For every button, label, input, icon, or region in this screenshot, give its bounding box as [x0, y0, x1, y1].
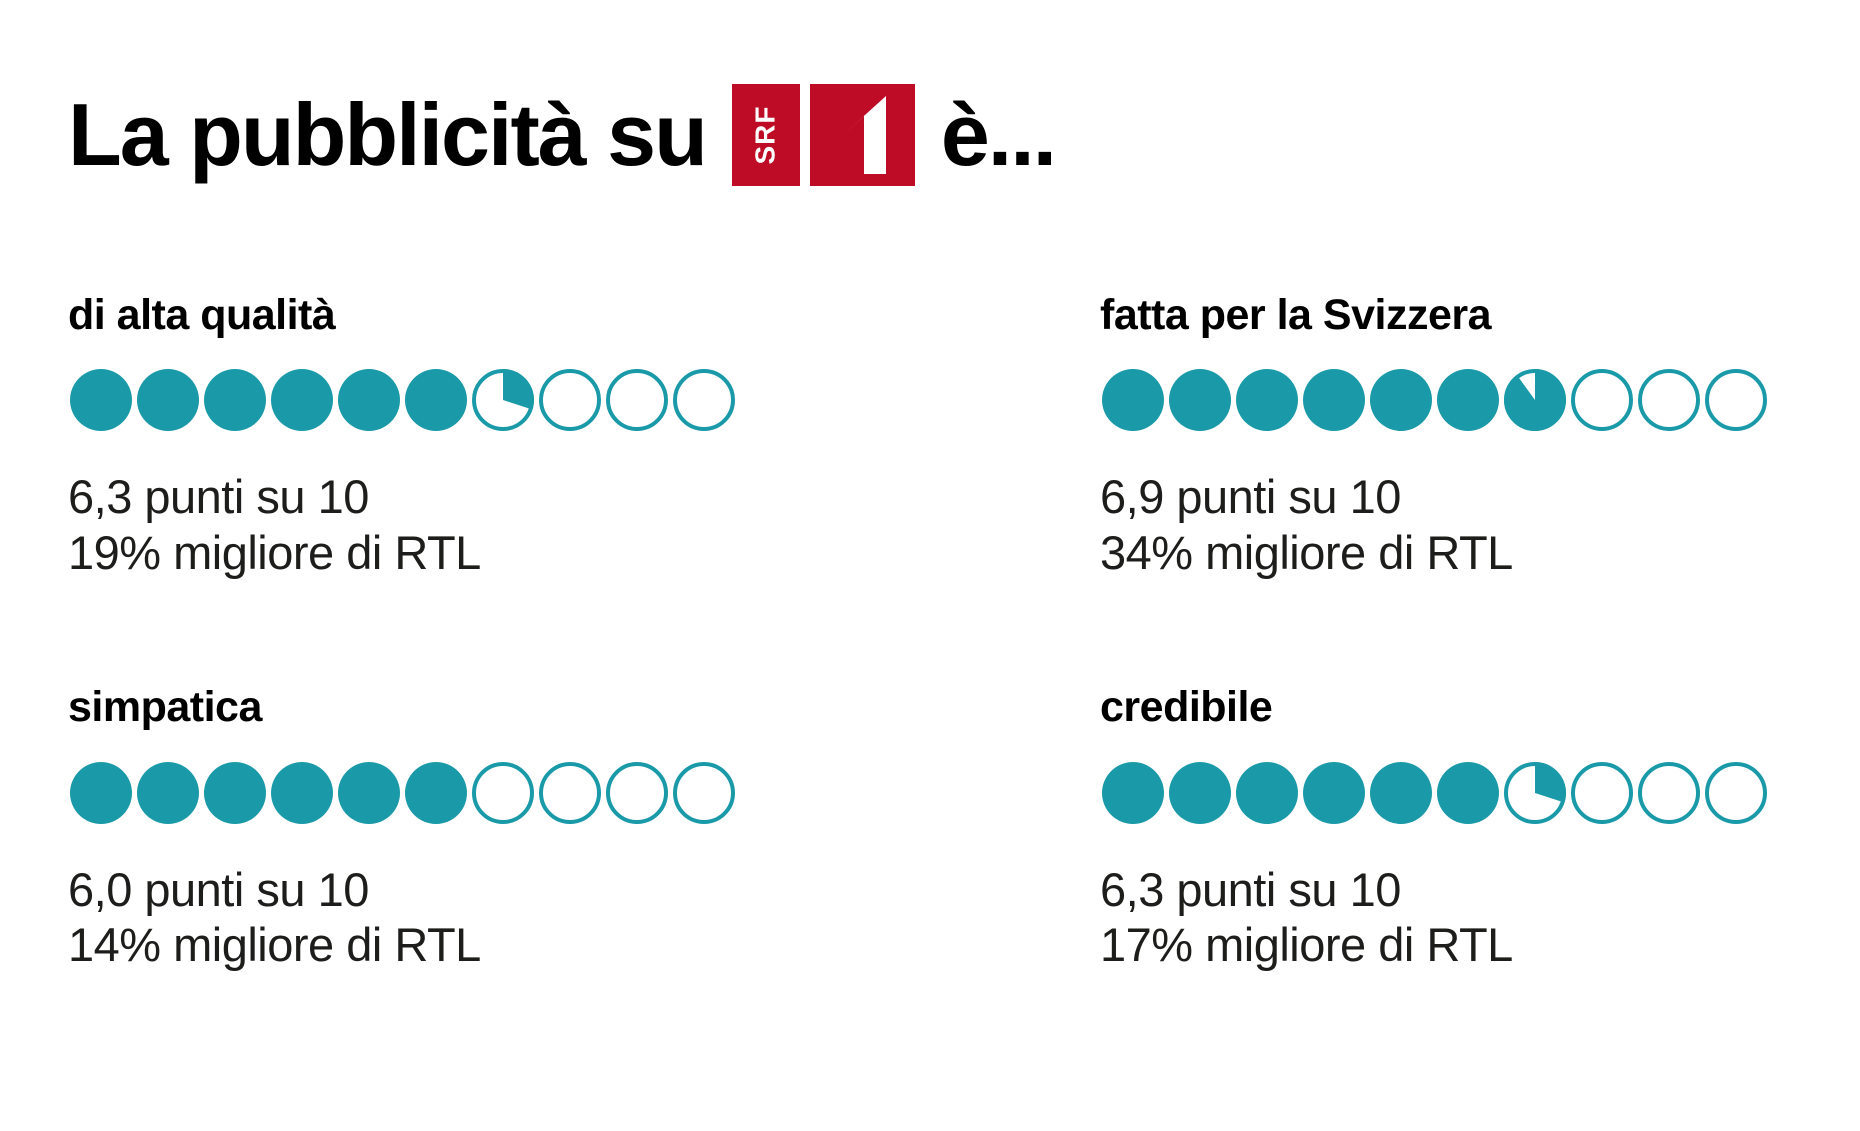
score-dots	[68, 760, 748, 826]
metrics-grid: di alta qualità 6,3 punti su 10 19% migl…	[0, 291, 1860, 972]
score-text: 6,9 punti su 10	[1100, 470, 1401, 524]
comparison-text: 17% migliore di RTL	[1100, 917, 1513, 971]
comparison-text: 34% migliore di RTL	[1100, 525, 1513, 579]
title-prefix: La pubblicità su	[68, 85, 708, 184]
score-dots	[68, 367, 748, 433]
page-title: La pubblicità su SRF è...	[68, 84, 1860, 186]
metric-credibile: credibile 6,3 punti su 10 17% migliore d…	[1100, 683, 1780, 972]
channel-1-icon	[809, 84, 915, 186]
srf1-logo: SRF	[731, 84, 915, 186]
metric-label: simpatica	[68, 683, 262, 732]
metric-di-alta-qualita: di alta qualità 6,3 punti su 10 19% migl…	[68, 291, 748, 580]
metric-simpatica: simpatica 6,0 punti su 10 14% migliore d…	[68, 683, 748, 972]
metric-fatta-per-la-svizzera: fatta per la Svizzera 6,9 punti su 10 34…	[1100, 291, 1780, 580]
score-text: 6,0 punti su 10	[68, 862, 369, 916]
metric-label: fatta per la Svizzera	[1100, 291, 1492, 339]
score-dots	[1100, 367, 1780, 433]
score-dots	[1100, 760, 1780, 826]
title-suffix: è...	[940, 85, 1057, 184]
comparison-text: 14% migliore di RTL	[68, 917, 481, 971]
srf-logo-text: SRF	[749, 105, 781, 165]
score-text: 6,3 punti su 10	[68, 470, 369, 524]
srf-logo-box: SRF	[731, 84, 800, 186]
metric-label: di alta qualità	[68, 291, 336, 339]
score-text: 6,3 punti su 10	[1100, 862, 1401, 916]
comparison-text: 19% migliore di RTL	[68, 525, 481, 579]
metric-label: credibile	[1100, 683, 1273, 732]
